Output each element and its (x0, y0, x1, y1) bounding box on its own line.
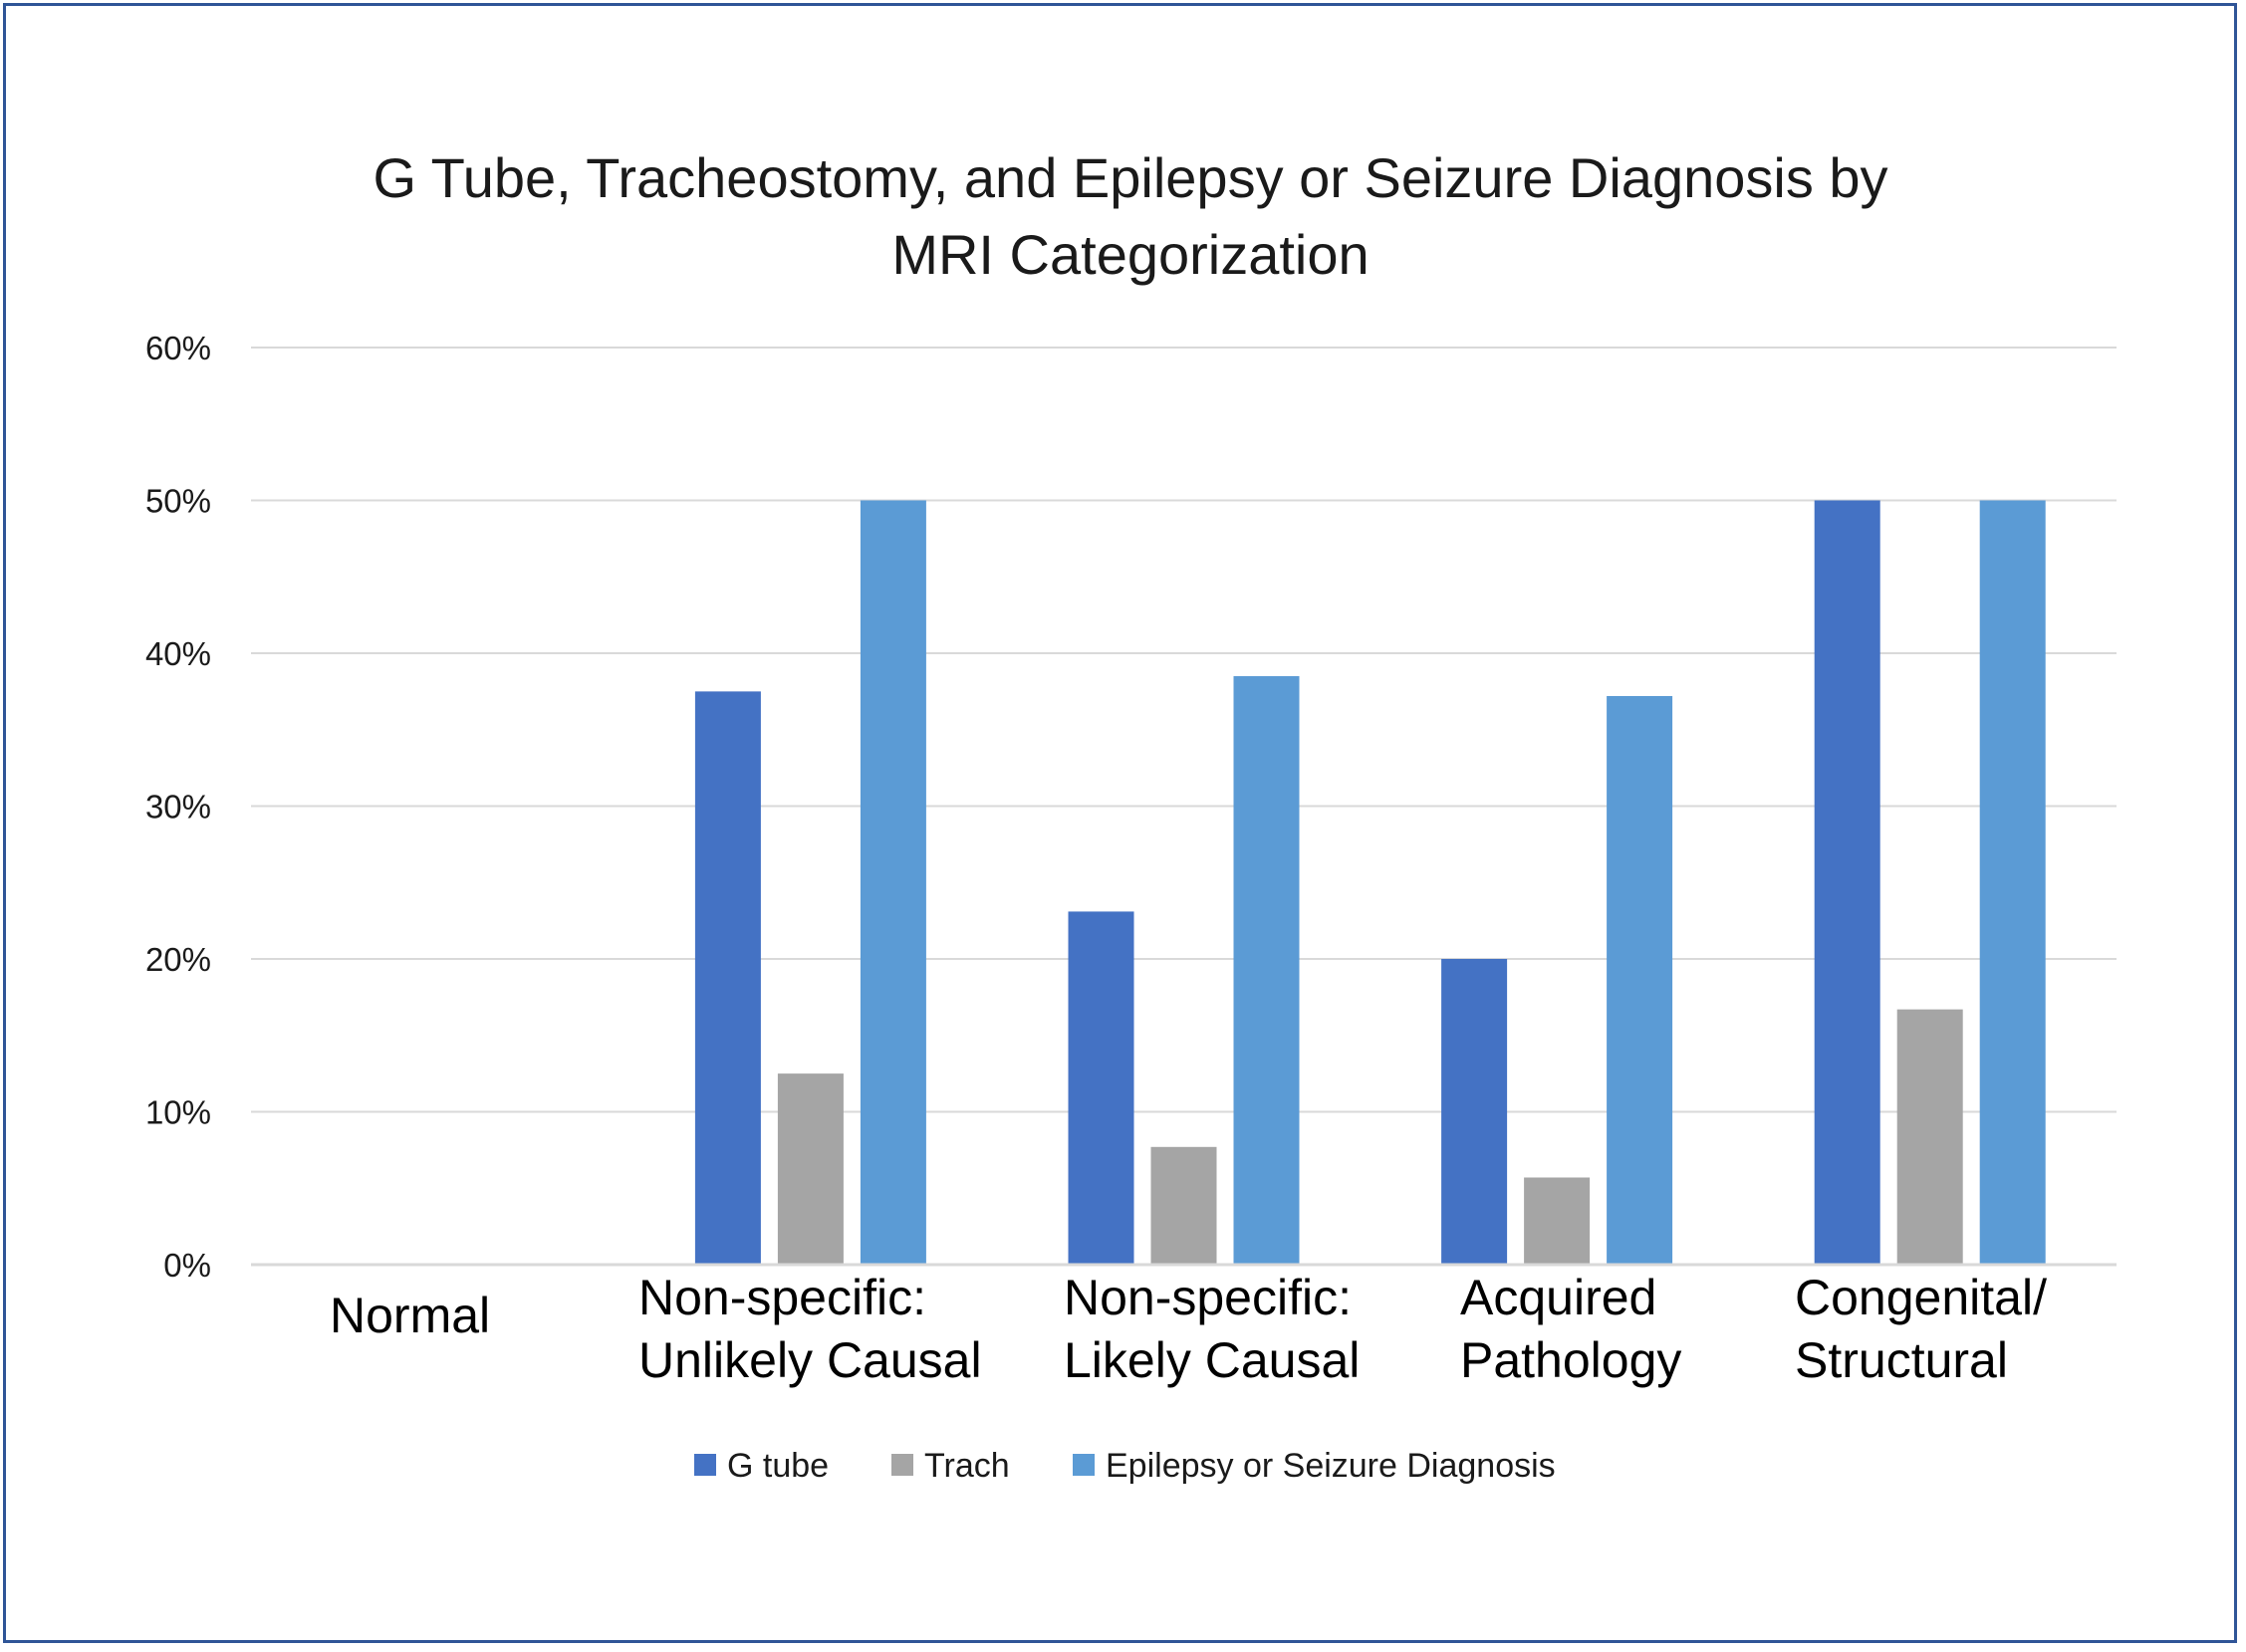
category-label: Normal (330, 1288, 490, 1343)
category-label: Acquired (1460, 1270, 1656, 1325)
y-tick-label: 10% (145, 1094, 211, 1131)
bar (1441, 959, 1508, 1265)
y-tick-label: 20% (145, 941, 211, 978)
legend-label: G tube (727, 1447, 829, 1485)
bar (1814, 500, 1880, 1265)
legend-swatch (1073, 1454, 1095, 1476)
chart-title-line-1: G Tube, Tracheostomy, and Epilepsy or Se… (373, 146, 1887, 209)
bar (1068, 911, 1134, 1265)
bar (694, 691, 761, 1265)
category-label: Unlikely Causal (638, 1332, 982, 1388)
bar (777, 1073, 844, 1265)
category-labels: Normal Non-specific: Unlikely Causal Non-sp… (330, 1270, 2047, 1388)
category-label: Non-specific: (638, 1270, 926, 1325)
category-label: Congenital/ (1795, 1270, 2047, 1325)
bar (1150, 1146, 1217, 1265)
bars (694, 500, 2046, 1265)
bar (1233, 676, 1300, 1265)
y-tick-label: 40% (145, 635, 211, 672)
y-axis-tick-labels: 0% 10% 20% 30% 40% 50% 60% (145, 330, 211, 1284)
y-tick-label: 30% (145, 789, 211, 826)
y-tick-label: 60% (145, 330, 211, 366)
bar (1979, 500, 2046, 1265)
category-label: Structural (1795, 1332, 2008, 1388)
bar (1896, 1009, 1963, 1265)
bar (860, 500, 926, 1265)
category-label: Likely Causal (1064, 1332, 1360, 1388)
legend-swatch (694, 1454, 716, 1476)
y-tick-label: 0% (163, 1247, 211, 1284)
bar (1607, 695, 1673, 1265)
bar (1524, 1177, 1591, 1265)
legend: G tube Trach Epilepsy or Seizure Diagnosis (694, 1447, 1556, 1485)
category-label: Pathology (1460, 1332, 1681, 1388)
legend-swatch (891, 1454, 913, 1476)
chart-title: G Tube, Tracheostomy, and Epilepsy or Se… (373, 146, 1887, 286)
y-tick-label: 50% (145, 483, 211, 520)
category-label: Non-specific: (1064, 1270, 1352, 1325)
chart-title-line-2: MRI Categorization (891, 223, 1369, 286)
gridlines (251, 347, 2117, 1113)
legend-label: Epilepsy or Seizure Diagnosis (1106, 1447, 1556, 1485)
legend-label: Trach (924, 1447, 1010, 1485)
